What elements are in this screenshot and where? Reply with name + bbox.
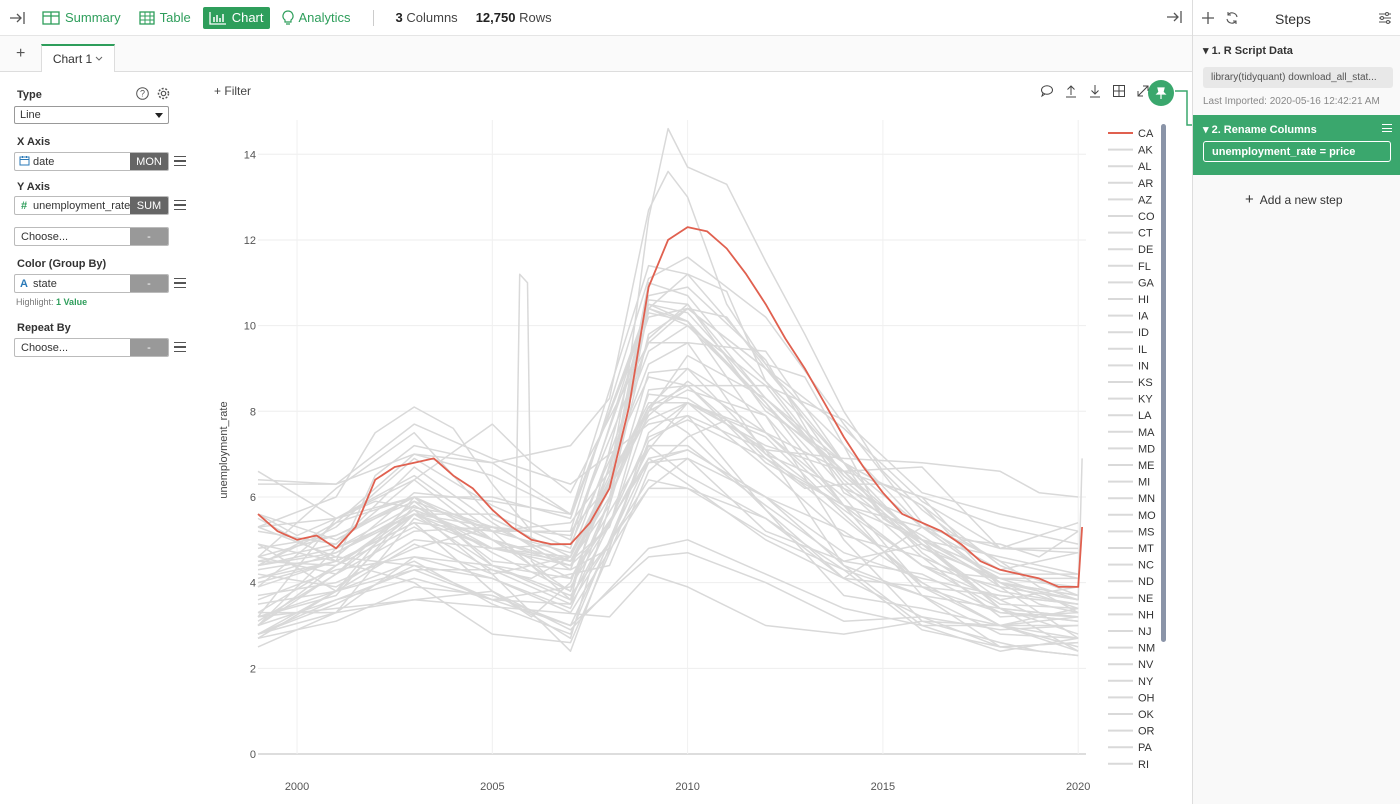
step-1-title[interactable]: ▾ 1. R Script Data xyxy=(1203,45,1293,57)
y-axis-field-name: unemployment_rate xyxy=(33,199,130,212)
highlight-value-link[interactable]: 1 Value xyxy=(56,297,88,307)
steps-panel: Steps ▾ 1. R Script Data library(tidyqua… xyxy=(1192,0,1400,804)
tab-table[interactable]: Table xyxy=(133,7,197,29)
columns-count: 3 Columns xyxy=(395,10,458,25)
x-axis-field-name: date xyxy=(33,155,55,168)
color-field-name: state xyxy=(33,277,57,290)
plus-icon[interactable] xyxy=(1201,11,1215,25)
y2-axis-placeholder: Choose... xyxy=(21,230,69,243)
pin-icon xyxy=(1155,87,1167,99)
collapse-right-icon[interactable] xyxy=(1166,10,1184,27)
numeric-icon: # xyxy=(20,199,28,212)
repeat-label: Repeat By xyxy=(17,322,71,334)
svg-text:?: ? xyxy=(140,89,145,99)
chart-tab-bar: + Chart 1 xyxy=(0,36,1192,73)
plus-icon: + xyxy=(214,84,222,98)
tab-table-label: Table xyxy=(159,10,191,25)
y2-axis-aggregation[interactable]: - xyxy=(130,228,168,245)
tab-analytics-label: Analytics xyxy=(298,10,351,25)
repeat-aggregation[interactable]: - xyxy=(130,339,168,356)
step-menu-icon[interactable] xyxy=(1382,124,1392,132)
download-icon[interactable] xyxy=(1088,84,1102,98)
step-1-code[interactable]: library(tidyquant) download_all_stat... xyxy=(1203,67,1393,88)
steps-title: Steps xyxy=(1275,11,1311,27)
repeat-placeholder: Choose... xyxy=(21,341,69,354)
chart-config-panel: Type ? Line X Axis date MON Y Axis # une… xyxy=(10,72,190,804)
tab-chart[interactable]: Chart xyxy=(202,6,270,29)
tab-summary-label: Summary xyxy=(65,10,121,25)
repeat-field[interactable]: Choose... - xyxy=(14,338,169,357)
y-axis-menu-icon[interactable] xyxy=(174,200,186,210)
help-icon[interactable]: ? xyxy=(136,87,149,100)
view-toolbar: Summary Table Chart Analytics 3 Columns … xyxy=(0,0,1192,36)
x-axis-menu-icon[interactable] xyxy=(174,156,186,166)
filter-button[interactable]: + Filter xyxy=(214,84,252,98)
summary-icon xyxy=(42,10,60,25)
color-field[interactable]: A state - xyxy=(14,274,169,293)
chart-type-select[interactable]: Line xyxy=(14,106,169,124)
repeat-menu-icon[interactable] xyxy=(174,342,186,352)
color-aggregation[interactable]: - xyxy=(130,275,168,292)
collapse-left-icon[interactable] xyxy=(0,0,36,36)
text-type-icon: A xyxy=(20,277,28,290)
x-axis-field[interactable]: date MON xyxy=(14,152,169,171)
color-label: Color (Group By) xyxy=(17,258,107,270)
chart-tab-label: Chart 1 xyxy=(52,52,93,66)
x-axis-label: X Axis xyxy=(17,136,51,148)
chart-icon xyxy=(209,11,226,25)
type-label: Type xyxy=(17,89,42,101)
step-2-title: ▾ 2. Rename Columns xyxy=(1203,124,1317,136)
tab-analytics[interactable]: Analytics xyxy=(276,7,357,29)
y2-axis-field[interactable]: Choose... - xyxy=(14,227,169,246)
x-axis-aggregation[interactable]: MON xyxy=(130,153,168,170)
caret-down-icon xyxy=(155,113,163,118)
chart-type-value: Line xyxy=(20,109,41,121)
tab-summary[interactable]: Summary xyxy=(36,7,127,29)
y-axis-field[interactable]: # unemployment_rate SUM xyxy=(14,196,169,215)
highlight-info: Highlight: 1 Value xyxy=(16,297,88,307)
y-axis-aggregation[interactable]: SUM xyxy=(130,197,168,214)
chart-area: + Filter xyxy=(190,72,1178,804)
refresh-icon[interactable] xyxy=(1225,11,1239,25)
steps-header: Steps xyxy=(1193,0,1400,36)
settings-sliders-icon[interactable] xyxy=(1378,11,1392,25)
pin-button[interactable] xyxy=(1148,80,1174,106)
toolbar-divider xyxy=(372,9,374,26)
rows-count: 12,750 Rows xyxy=(475,10,552,25)
table-icon xyxy=(138,10,155,25)
plus-icon: + xyxy=(1245,191,1254,208)
chevron-down-icon xyxy=(95,56,103,61)
add-chart-button[interactable]: + xyxy=(16,45,26,62)
calendar-icon xyxy=(15,155,33,169)
gear-icon[interactable] xyxy=(157,87,170,100)
step-1-last-imported: Last Imported: 2020-05-16 12:42:21 AM xyxy=(1203,96,1380,107)
upload-icon[interactable] xyxy=(1064,84,1078,98)
lightbulb-icon xyxy=(281,9,294,25)
comment-icon[interactable] xyxy=(1040,84,1054,98)
tab-chart-1[interactable]: Chart 1 xyxy=(41,44,115,73)
legend-scrollbar[interactable] xyxy=(1161,124,1166,642)
grid-layout-icon[interactable] xyxy=(1112,84,1126,98)
tab-chart-label: Chart xyxy=(231,10,264,25)
add-step-button[interactable]: + Add a new step xyxy=(1245,191,1343,208)
step-2-body: unemployment_rate = price xyxy=(1203,141,1391,162)
chart-toolbar xyxy=(1040,84,1150,98)
step-2-card[interactable]: ▾ 2. Rename Columns unemployment_rate = … xyxy=(1193,115,1400,175)
y-axis-label: Y Axis xyxy=(17,181,51,193)
color-menu-icon[interactable] xyxy=(174,278,186,288)
